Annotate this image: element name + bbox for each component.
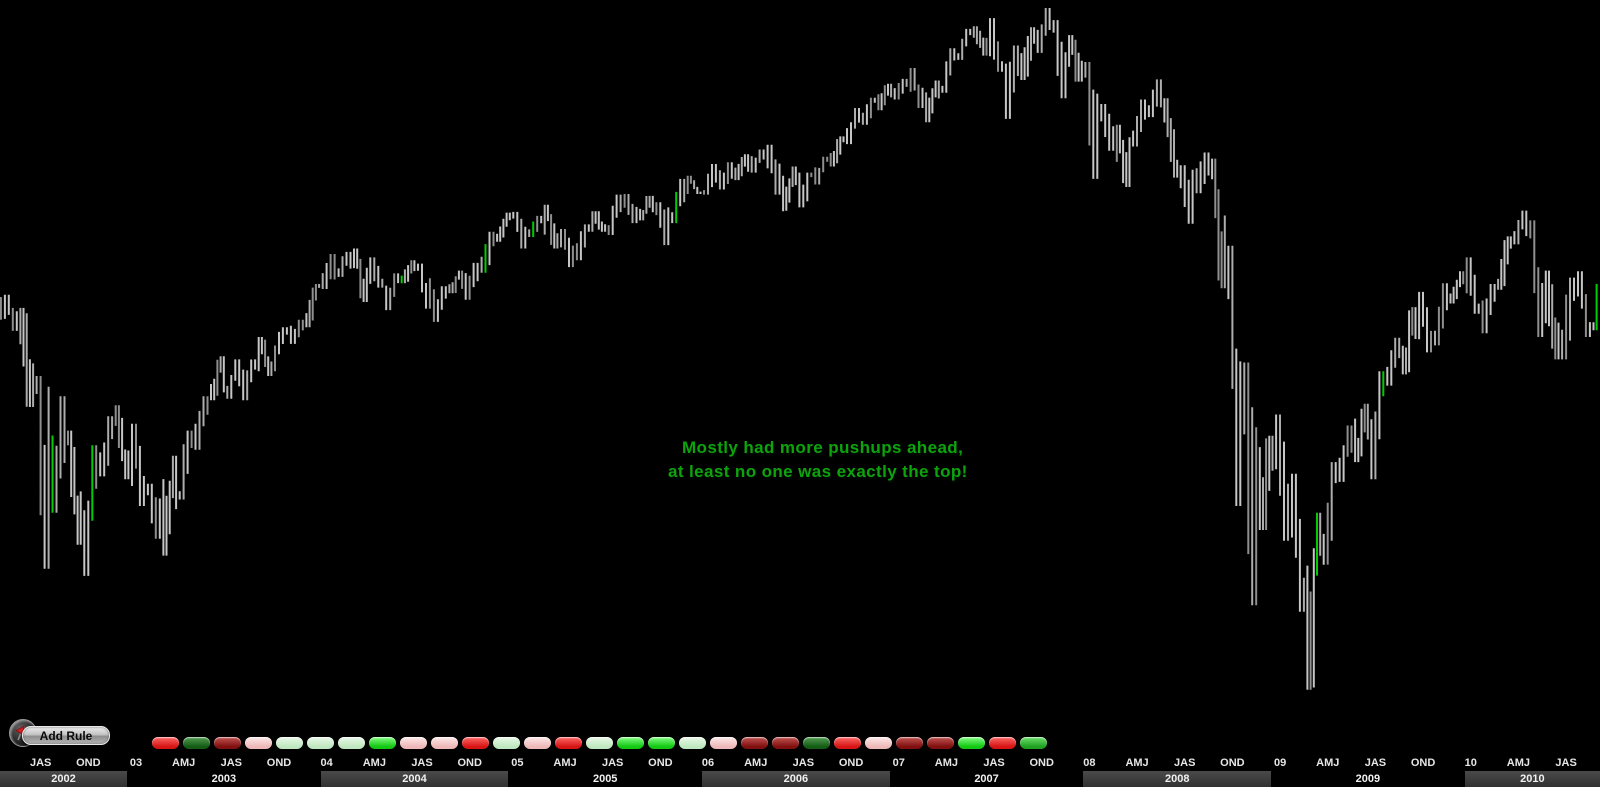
price-bars [19,8,1571,612]
signal-pill-palegreen[interactable] [307,737,334,749]
price-bars [0,37,1587,690]
add-rule-label: Add Rule [39,728,93,743]
axis-quarter-label: OND [76,757,101,769]
signal-pill-pink[interactable] [865,737,892,749]
signal-pill-darkred[interactable] [772,737,799,749]
axis-year-band: 2005 [511,771,699,787]
axis-year-label: 2002 [51,773,76,785]
axis-quarter-label: AMJ [744,757,768,769]
signal-pill-red[interactable] [555,737,582,749]
axis-year-band: 2008 [1083,771,1272,787]
signal-pill-pink[interactable] [400,737,427,749]
green-signal-bars [51,191,1598,576]
signal-pill-green[interactable] [1020,737,1047,749]
signal-pill-palegreen[interactable] [276,737,303,749]
axis-quarter-label: JAS [792,757,815,769]
axis-quarter-label: AMJ [1125,757,1149,769]
axis-quarter-label: JAS [1555,757,1577,769]
axis-year-band: 2010 [1464,771,1600,787]
signal-pill-darkgreen[interactable] [183,737,210,749]
signal-pill-brightgreen[interactable] [617,737,644,749]
annotation-line-2: at least no one was exactly the top! [668,462,968,481]
signal-pill-pink[interactable] [245,737,272,749]
axis-quarter-label: AMJ [362,757,386,769]
axis-year-label: 2007 [974,773,999,785]
axis-year-band: 2009 [1274,771,1462,787]
signal-pill-brightgreen[interactable] [648,737,675,749]
axis-quarter-label: 07 [892,757,905,769]
axis-year-band: 2002 [0,771,127,787]
axis-year-label: 2005 [592,773,618,785]
axis-quarter-label: OND [1410,757,1436,769]
axis-quarter-label: OND [1220,757,1245,769]
price-bars [3,8,1595,690]
axis-quarter-label: JAS [220,757,243,769]
axis-year-band: 2007 [893,771,1081,787]
axis-year-band: 2006 [702,771,890,787]
axis-quarter-label: JAS [29,757,52,769]
chart-annotation: Mostly had more pushups ahead, at least … [668,436,968,484]
axis-year-label: 2006 [783,773,809,785]
signal-pill-brightgreen[interactable] [958,737,985,749]
signal-pill-darkred[interactable] [214,737,241,749]
axis-year-label: 2010 [1520,773,1545,785]
annotation-line-1: Mostly had more pushups ahead, [682,438,964,457]
axis-quarter-label: JAS [601,757,624,769]
axis-quarter-label: JAS [411,757,433,769]
axis-quarter-label: OND [1029,757,1054,769]
axis-quarter-label: AMJ [553,757,577,769]
axis-year-label: 2008 [1164,773,1190,785]
axis-quarter-label: OND [266,757,292,769]
axis-quarter-label: OND [457,757,482,769]
axis-quarter-label: AMJ [1506,757,1531,769]
add-rule-button[interactable]: Add Rule [22,726,110,745]
axis-quarter-label: OND [648,757,673,769]
axis-quarter-label: 08 [1083,757,1096,769]
axis-year-band: 2003 [130,771,318,787]
axis-quarter-label: JAS [983,757,1005,769]
axis-quarter-label: AMJ [1316,757,1340,769]
signal-pill-pink[interactable] [524,737,551,749]
signal-pill-red[interactable] [152,737,179,749]
signal-pill-pink[interactable] [431,737,458,749]
axis-year-label: 2009 [1355,773,1381,785]
axis-quarter-label: JAS [1364,757,1387,769]
axis-year-band: 2004 [320,771,509,787]
signal-pill-darkgreen[interactable] [803,737,830,749]
axis-quarter-label: OND [838,757,864,769]
signal-pill-pink[interactable] [710,737,737,749]
axis-quarter-label: JAS [1174,757,1196,769]
signal-pill-palegreen[interactable] [338,737,365,749]
signal-pill-brightgreen[interactable] [369,737,396,749]
axis-quarter-label: 04 [320,757,333,769]
axis-quarter-label: 03 [129,757,143,769]
axis-quarter-label: 10 [1464,757,1477,769]
signal-pill-palegreen[interactable] [586,737,613,749]
axis-year-label: 2003 [211,773,237,785]
signal-pill-darkred[interactable] [741,737,768,749]
axis-year-label: 2004 [402,773,427,785]
axis-quarter-label: AMJ [934,757,958,769]
axis-quarter-label: 06 [701,757,715,769]
axis-quarter-label: 05 [511,757,524,769]
signal-pill-red[interactable] [989,737,1016,749]
signal-pill-red[interactable] [462,737,489,749]
axis-quarter-label: 09 [1273,757,1287,769]
signal-pill-red[interactable] [834,737,861,749]
signal-pill-darkred[interactable] [896,737,923,749]
signal-pill-palegreen[interactable] [679,737,706,749]
axis-quarter-label: AMJ [172,757,196,769]
signal-pill-darkred[interactable] [927,737,954,749]
signal-pill-palegreen[interactable] [493,737,520,749]
